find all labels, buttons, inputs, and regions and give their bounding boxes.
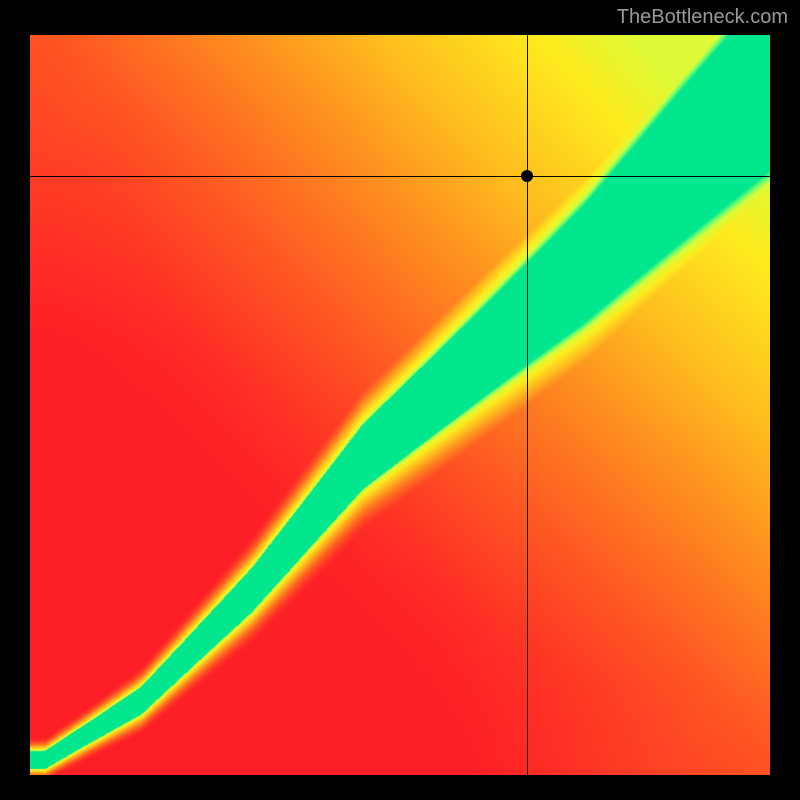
heatmap-canvas — [30, 35, 770, 775]
bottleneck-marker — [521, 170, 533, 182]
bottleneck-heatmap — [30, 35, 770, 775]
watermark-text: TheBottleneck.com — [617, 6, 788, 29]
crosshair-horizontal — [30, 176, 770, 177]
crosshair-vertical — [527, 35, 528, 775]
